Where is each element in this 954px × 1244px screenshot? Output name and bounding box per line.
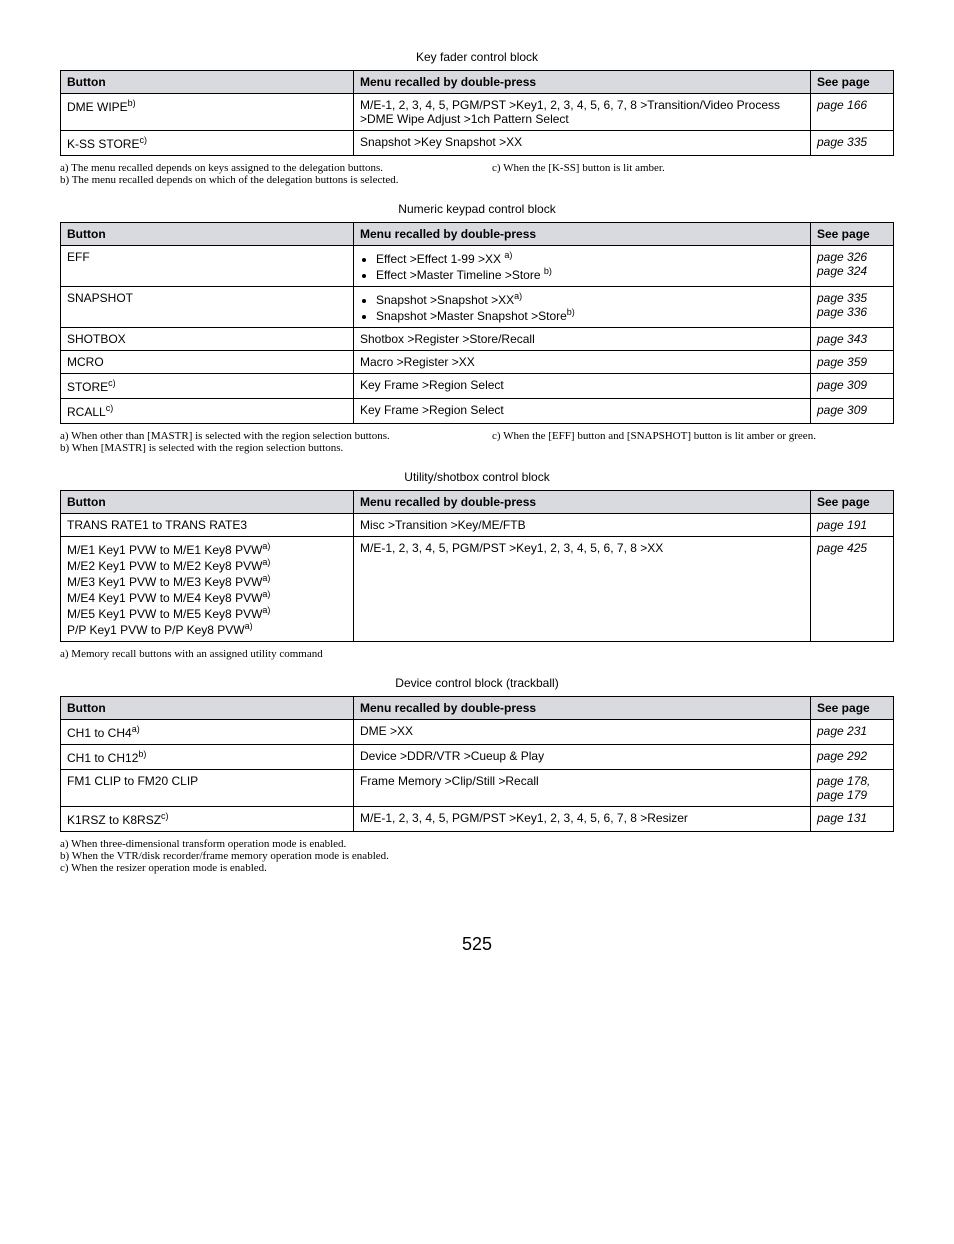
cell-page: page 178, page 179 — [811, 770, 894, 807]
cell-page: page 309 — [811, 374, 894, 399]
table4-caption: Device control block (trackball) — [60, 676, 894, 690]
table2: Button Menu recalled by double-press See… — [60, 222, 894, 424]
cell-page: page 343 — [811, 328, 894, 351]
cell-menu: Snapshot >Key Snapshot >XX — [354, 131, 811, 156]
cell-page: page 335 page 336 — [811, 287, 894, 328]
table1: Button Menu recalled by double-press See… — [60, 70, 894, 156]
table-row: FM1 CLIP to FM20 CLIP Frame Memory >Clip… — [61, 770, 894, 807]
footnote: c) When the [EFF] button and [SNAPSHOT] … — [492, 430, 894, 442]
th-page: See page — [811, 491, 894, 514]
cell-menu: Device >DDR/VTR >Cueup & Play — [354, 745, 811, 770]
cell-button: STOREc) — [61, 374, 354, 399]
footnote: b) When the VTR/disk recorder/frame memo… — [60, 850, 894, 862]
cell-button: SHOTBOX — [61, 328, 354, 351]
th-menu: Menu recalled by double-press — [354, 71, 811, 94]
cell-menu: M/E-1, 2, 3, 4, 5, PGM/PST >Key1, 2, 3, … — [354, 537, 811, 642]
footnote: b) The menu recalled depends on which of… — [60, 174, 462, 186]
table-row: STOREc) Key Frame >Region Select page 30… — [61, 374, 894, 399]
th-button: Button — [61, 71, 354, 94]
table3-caption: Utility/shotbox control block — [60, 470, 894, 484]
cell-menu: DME >XX — [354, 720, 811, 745]
th-page: See page — [811, 71, 894, 94]
table-row: TRANS RATE1 to TRANS RATE3 Misc >Transit… — [61, 514, 894, 537]
cell-page: page 309 — [811, 399, 894, 424]
table-row: K1RSZ to K8RSZc) M/E-1, 2, 3, 4, 5, PGM/… — [61, 807, 894, 832]
footnote: a) Memory recall buttons with an assigne… — [60, 648, 894, 660]
cell-menu: Effect >Effect 1-99 >XX a) Effect >Maste… — [354, 246, 811, 287]
th-button: Button — [61, 697, 354, 720]
cell-button: DME WIPEb) — [61, 94, 354, 131]
table3-footnotes: a) Memory recall buttons with an assigne… — [60, 648, 894, 660]
th-menu: Menu recalled by double-press — [354, 697, 811, 720]
cell-page: page 191 — [811, 514, 894, 537]
th-page: See page — [811, 697, 894, 720]
cell-page: page 425 — [811, 537, 894, 642]
cell-menu: M/E-1, 2, 3, 4, 5, PGM/PST >Key1, 2, 3, … — [354, 94, 811, 131]
cell-menu: Key Frame >Region Select — [354, 374, 811, 399]
cell-button: K-SS STOREc) — [61, 131, 354, 156]
cell-menu: Frame Memory >Clip/Still >Recall — [354, 770, 811, 807]
cell-button: TRANS RATE1 to TRANS RATE3 — [61, 514, 354, 537]
cell-menu: Misc >Transition >Key/ME/FTB — [354, 514, 811, 537]
cell-button: K1RSZ to K8RSZc) — [61, 807, 354, 832]
cell-button: SNAPSHOT — [61, 287, 354, 328]
th-page: See page — [811, 223, 894, 246]
table-row: RCALLc) Key Frame >Region Select page 30… — [61, 399, 894, 424]
table-row: EFF Effect >Effect 1-99 >XX a) Effect >M… — [61, 246, 894, 287]
footnote: c) When the resizer operation mode is en… — [60, 862, 894, 874]
cell-menu: Macro >Register >XX — [354, 351, 811, 374]
th-menu: Menu recalled by double-press — [354, 491, 811, 514]
table-row: SHOTBOX Shotbox >Register >Store/Recall … — [61, 328, 894, 351]
cell-button: CH1 to CH4a) — [61, 720, 354, 745]
table-row: DME WIPEb) M/E-1, 2, 3, 4, 5, PGM/PST >K… — [61, 94, 894, 131]
cell-page: page 131 — [811, 807, 894, 832]
cell-menu: Shotbox >Register >Store/Recall — [354, 328, 811, 351]
cell-page: page 335 — [811, 131, 894, 156]
table1-footnotes: a) The menu recalled depends on keys ass… — [60, 162, 894, 186]
cell-page: page 359 — [811, 351, 894, 374]
footnote: a) When three-dimensional transform oper… — [60, 838, 894, 850]
cell-button: RCALLc) — [61, 399, 354, 424]
table-row: SNAPSHOT Snapshot >Snapshot >XXa) Snapsh… — [61, 287, 894, 328]
table1-caption: Key fader control block — [60, 50, 894, 64]
cell-button: FM1 CLIP to FM20 CLIP — [61, 770, 354, 807]
footnote: b) When [MASTR] is selected with the reg… — [60, 442, 462, 454]
table-row: CH1 to CH12b) Device >DDR/VTR >Cueup & P… — [61, 745, 894, 770]
footnote: a) When other than [MASTR] is selected w… — [60, 430, 462, 442]
cell-page: page 166 — [811, 94, 894, 131]
page-number: 525 — [60, 934, 894, 955]
table4: Button Menu recalled by double-press See… — [60, 696, 894, 832]
cell-page: page 292 — [811, 745, 894, 770]
table-row: CH1 to CH4a) DME >XX page 231 — [61, 720, 894, 745]
table2-footnotes: a) When other than [MASTR] is selected w… — [60, 430, 894, 454]
cell-button: EFF — [61, 246, 354, 287]
footnote: a) The menu recalled depends on keys ass… — [60, 162, 462, 174]
footnote: c) When the [K-SS] button is lit amber. — [492, 162, 894, 174]
table3: Button Menu recalled by double-press See… — [60, 490, 894, 642]
cell-page: page 326 page 324 — [811, 246, 894, 287]
table2-caption: Numeric keypad control block — [60, 202, 894, 216]
table-row: MCRO Macro >Register >XX page 359 — [61, 351, 894, 374]
table-row: K-SS STOREc) Snapshot >Key Snapshot >XX … — [61, 131, 894, 156]
cell-button: CH1 to CH12b) — [61, 745, 354, 770]
cell-menu: M/E-1, 2, 3, 4, 5, PGM/PST >Key1, 2, 3, … — [354, 807, 811, 832]
cell-menu: Key Frame >Region Select — [354, 399, 811, 424]
th-button: Button — [61, 223, 354, 246]
th-button: Button — [61, 491, 354, 514]
cell-menu: Snapshot >Snapshot >XXa) Snapshot >Maste… — [354, 287, 811, 328]
th-menu: Menu recalled by double-press — [354, 223, 811, 246]
cell-page: page 231 — [811, 720, 894, 745]
table-row: M/E1 Key1 PVW to M/E1 Key8 PVWa) M/E2 Ke… — [61, 537, 894, 642]
cell-button: M/E1 Key1 PVW to M/E1 Key8 PVWa) M/E2 Ke… — [61, 537, 354, 642]
table4-footnotes: a) When three-dimensional transform oper… — [60, 838, 894, 874]
cell-button: MCRO — [61, 351, 354, 374]
